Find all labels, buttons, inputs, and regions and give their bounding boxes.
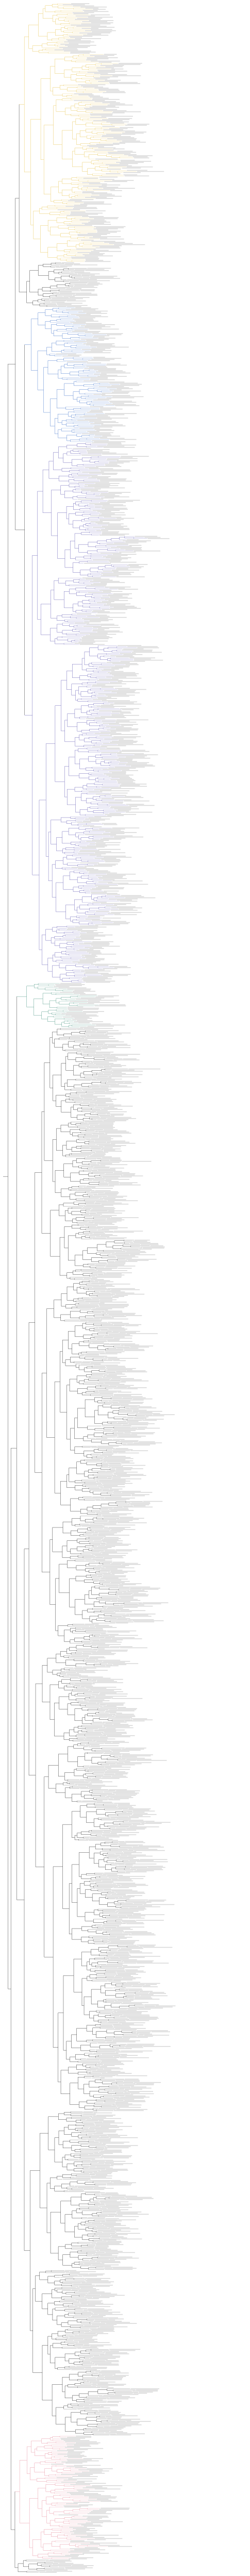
tree-branches (3, 3, 155, 2573)
